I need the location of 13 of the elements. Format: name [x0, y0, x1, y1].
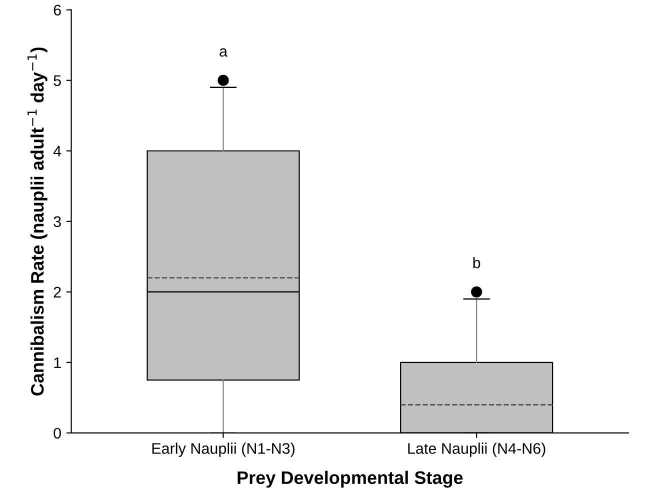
y-tick-label: 4: [53, 146, 62, 156]
y-tick-label: 3: [54, 216, 61, 228]
x-tick-label: Late Nauplii (N4-N6): [408, 442, 546, 457]
y-tick-label: 2: [54, 286, 61, 298]
y-tick-label: 0: [54, 428, 61, 439]
annotation: a: [220, 48, 228, 57]
annotation: b: [473, 257, 480, 268]
x-tick-label: Early Nauplii (N1-N3): [152, 442, 294, 457]
x-axis-title: Prey Developmental Stage: [238, 470, 463, 488]
y-axis-title: Cannibalism Rate (nauplii adult$^{−1}$ day$^{−1}$): [27, 48, 48, 396]
y-tick-label: 6: [54, 4, 61, 16]
y-tick-label: 1: [54, 357, 61, 368]
y-tick-label: 5: [54, 75, 61, 86]
